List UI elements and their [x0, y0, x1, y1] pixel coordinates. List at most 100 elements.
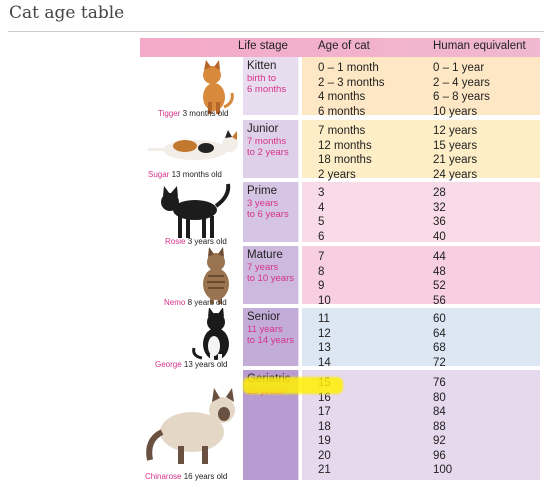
human-age-value: 88 [433, 420, 446, 433]
human-age-value: 96 [433, 449, 446, 462]
stage-group-junior: Sugar 13 months old Junior 7 months to 2 ye… [140, 120, 540, 181]
title-divider [8, 31, 544, 32]
cat-age-value: 3 [318, 187, 325, 199]
human-age-value: 10 years [433, 105, 478, 118]
cat-age-value: 17 [318, 406, 331, 418]
human-age-value: 12 years [433, 125, 478, 137]
cat-photo-age: 3 years old [187, 237, 227, 246]
stage-range: to 14 years [247, 335, 294, 346]
stage-values-band: 11 60 12 64 13 68 14 72 [302, 308, 540, 369]
stage-name: Mature [247, 249, 283, 261]
human-age-value: 76 [433, 377, 446, 389]
photo-caption: George 13 years old [155, 360, 228, 369]
stage-name: Senior [247, 311, 281, 323]
stage-name: Prime [247, 185, 278, 197]
cat-age-value: 12 [318, 327, 331, 340]
human-age-value: 84 [433, 406, 446, 418]
human-age-value: 64 [433, 327, 446, 340]
cat-photo-age: 13 years old [183, 360, 228, 369]
photo-caption: Sugar 13 months old [148, 170, 222, 179]
cat-photo-age: 13 months old [171, 170, 222, 179]
junior-cat-photo-icon [140, 120, 243, 180]
stage-range: to 6 years [247, 209, 289, 220]
stage-range: to 2 years [247, 147, 289, 158]
human-age-value: 21 years [433, 154, 478, 166]
stage-group-mature: Nemo 8 years old Mature 7 years to 10 years… [140, 246, 540, 307]
cat-name: Chinarose [145, 472, 182, 481]
cat-age-value: 11 [318, 313, 330, 325]
cat-name: Nemo [164, 298, 186, 307]
stage-name: Kitten [247, 60, 277, 72]
human-age-value: 0 – 1 year [433, 62, 485, 74]
cat-age-value: 7 months [318, 125, 366, 137]
cat-age-value: 16 [318, 391, 331, 404]
human-age-value: 80 [433, 391, 446, 404]
header-life-stage: Life stage [238, 40, 288, 52]
stage-range: 11 years [247, 324, 283, 335]
stage-range: 7 years [247, 262, 279, 273]
human-age-value: 40 [433, 230, 446, 243]
cat-name: George [155, 360, 182, 369]
mature-cat-photo-icon [140, 246, 243, 306]
human-age-value: 36 [433, 216, 446, 228]
stage-cell-junior: Junior 7 months to 2 years [243, 120, 299, 178]
stage-cell-kitten: Kitten birth to 6 months [243, 57, 299, 115]
stage-values-band: 0 – 1 month 0 – 1 year 2 – 3 months 2 – 4 y… [302, 57, 540, 118]
cat-age-value: 0 – 1 month [318, 62, 379, 74]
kitten-photo-icon [140, 57, 243, 117]
human-age-value: 2 – 4 years [433, 76, 490, 89]
cat-age-value: 8 [318, 265, 325, 278]
prime-cat-photo-icon [140, 182, 243, 244]
human-age-value: 6 – 8 years [433, 91, 490, 103]
cat-age-value: 18 [318, 420, 331, 433]
photo-caption: Tigger 3 months old [158, 109, 228, 118]
photo-caption: Rosie 3 years old [165, 237, 227, 246]
senior-cat-photo-icon [140, 307, 243, 368]
human-age-value: 28 [433, 187, 446, 199]
cat-age-value: 18 months [318, 154, 372, 166]
cat-age-value: 6 [318, 230, 325, 243]
cat-age-value: 5 [318, 216, 325, 228]
cat-age-value: 14 [318, 356, 331, 369]
human-age-value: 92 [433, 435, 446, 447]
geriatric-highlight [243, 377, 343, 394]
stage-group-senior: George 13 years old Senior 11 years to 14 y… [140, 307, 540, 369]
cat-name: Rosie [165, 237, 186, 246]
photo-caption: Nemo 8 years old [164, 298, 227, 307]
cat-age-table: Life stage Age of cat Human equivalent T… [140, 38, 544, 486]
stage-name: Junior [247, 123, 279, 135]
cat-age-value: 19 [318, 435, 331, 447]
human-age-value: 24 years [433, 168, 478, 181]
cat-photo-age: 3 months old [182, 109, 229, 118]
cat-photo-age: 8 years old [187, 298, 227, 307]
cat-age-value: 9 [318, 280, 325, 292]
geriatric-cat-photo-icon [140, 370, 243, 482]
header-human-equivalent: Human equivalent [433, 40, 526, 52]
stage-cell-senior: Senior 11 years to 14 years [243, 308, 299, 366]
stage-range: birth to [247, 73, 277, 84]
stage-range: to 10 years [247, 273, 294, 284]
cat-name: Sugar [148, 170, 170, 179]
table-header: Life stage Age of cat Human equivalent [140, 38, 540, 57]
stage-values-band: 7 44 8 48 9 52 10 56 [302, 246, 540, 307]
human-age-value: 72 [433, 356, 446, 369]
stage-values-band: 3 28 4 32 5 36 6 40 [302, 182, 540, 243]
cat-age-value: 7 [318, 251, 325, 263]
cat-age-value: 10 [318, 294, 331, 307]
cat-name: Tigger [158, 109, 181, 118]
cat-age-value: 21 [318, 464, 331, 476]
human-age-value: 44 [433, 251, 446, 263]
cat-photo-age: 16 years old [183, 472, 228, 481]
stage-cell-prime: Prime 3 years to 6 years [243, 182, 299, 242]
cat-age-value: 20 [318, 449, 331, 462]
human-age-value: 52 [433, 280, 446, 292]
human-age-value: 60 [433, 313, 446, 325]
page-title: Cat age table [9, 3, 125, 23]
stage-cell-mature: Mature 7 years to 10 years [243, 246, 299, 304]
cat-age-value: 2 – 3 months [318, 76, 385, 89]
cat-age-value: 4 months [318, 91, 366, 103]
stage-group-prime: Rosie 3 years old Prime 3 years to 6 years 3… [140, 182, 540, 246]
human-age-value: 68 [433, 342, 446, 354]
photo-caption: Chinarose 16 years old [145, 472, 227, 481]
cat-age-value: 6 months [318, 105, 366, 118]
